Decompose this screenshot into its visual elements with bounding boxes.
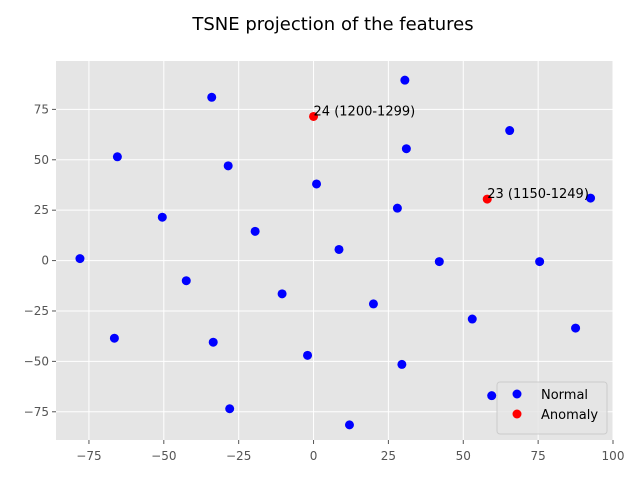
normal-point (344, 420, 354, 430)
anomaly-point (482, 194, 492, 204)
normal-point (467, 314, 477, 324)
anomaly-point (309, 111, 319, 121)
normal-point (586, 193, 596, 203)
grid-lines (56, 61, 614, 440)
point-annotations: 24 (1200-1299) 23 (1150-1249) (314, 104, 589, 202)
chart-title: TSNE projection of the features (191, 14, 473, 35)
normal-point (571, 323, 581, 333)
normal-point (277, 289, 287, 299)
point-annotation: 24 (1200-1299) (314, 104, 416, 119)
y-axis-ticks: −75 −50 −25 0 25 50 75 (24, 102, 56, 419)
legend-marker-anomaly (512, 409, 522, 419)
normal-point (334, 244, 344, 254)
normal-point (397, 359, 407, 369)
normal-point (112, 152, 122, 162)
legend: Normal Anomaly (496, 381, 608, 435)
x-tick-label: −25 (226, 449, 251, 463)
legend-marker-normal (512, 389, 522, 399)
normal-point (368, 299, 378, 309)
data-points (75, 75, 596, 430)
normal-point (303, 350, 313, 360)
x-tick-label: 100 (602, 449, 625, 463)
x-tick-label: 0 (310, 449, 318, 463)
legend-label-normal: Normal (541, 388, 588, 403)
x-tick-label: −50 (151, 449, 176, 463)
normal-point (223, 161, 233, 171)
y-tick-label: 75 (34, 102, 49, 116)
point-annotation: 23 (1150-1249) (487, 187, 589, 202)
normal-point (535, 257, 545, 267)
normal-point (312, 179, 322, 189)
normal-point (487, 391, 497, 401)
x-axis-ticks: −75 −50 −25 0 25 50 75 100 (76, 440, 624, 463)
x-tick-label: 25 (381, 449, 396, 463)
y-tick-label: −75 (24, 405, 49, 419)
normal-point (75, 254, 85, 264)
x-tick-label: 75 (530, 449, 545, 463)
y-tick-label: 25 (34, 203, 49, 217)
x-tick-label: 50 (456, 449, 471, 463)
normal-point (207, 92, 217, 102)
y-tick-label: 0 (41, 254, 49, 268)
y-tick-label: −25 (24, 304, 49, 318)
normal-point (109, 333, 119, 343)
normal-point (181, 276, 191, 286)
x-tick-label: −75 (76, 449, 101, 463)
plot-area (56, 61, 613, 440)
y-tick-label: −50 (24, 354, 49, 368)
y-tick-label: 50 (34, 153, 49, 167)
normal-point (401, 144, 411, 154)
normal-point (392, 203, 402, 213)
normal-point (434, 257, 444, 267)
normal-point (208, 337, 218, 347)
normal-point (400, 75, 410, 85)
normal-point (505, 126, 515, 136)
legend-box (496, 381, 608, 435)
legend-label-anomaly: Anomaly (541, 408, 598, 423)
normal-point (250, 226, 260, 236)
normal-point (225, 404, 235, 414)
normal-point (157, 212, 167, 222)
